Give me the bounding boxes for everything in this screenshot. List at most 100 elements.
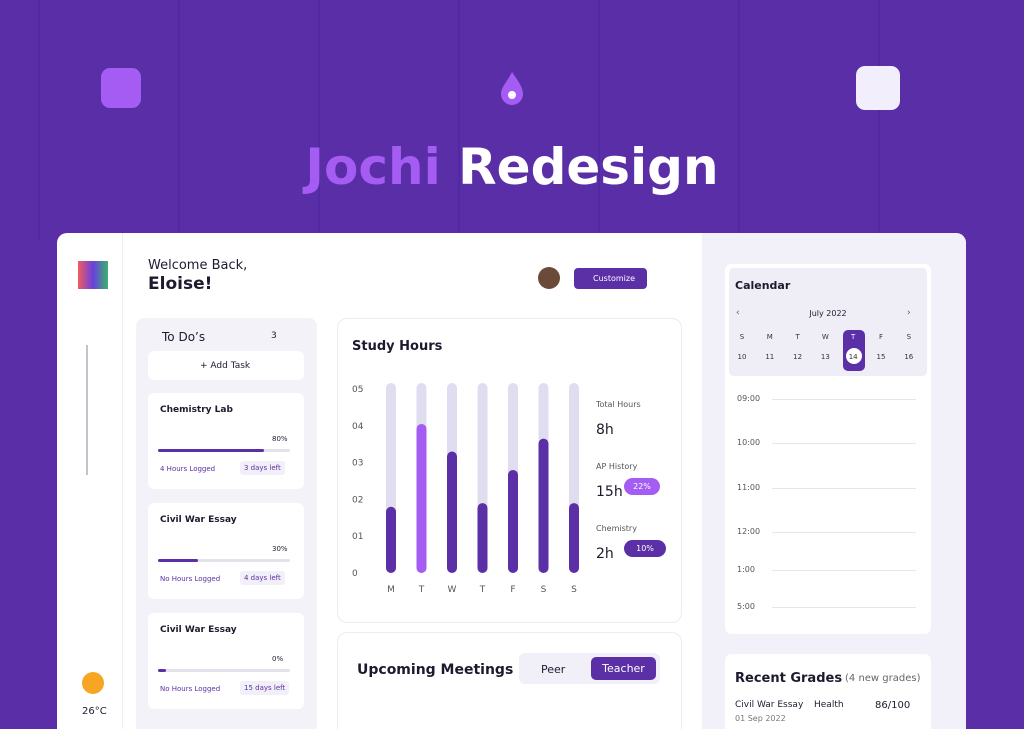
calendar-header	[729, 268, 927, 376]
grade-score: 86/100	[875, 700, 911, 711]
temperature: 26°C	[82, 706, 107, 717]
prev[interactable]: ‹	[736, 308, 740, 318]
grade-date: 01 Sep 2022	[735, 714, 786, 723]
progress-track	[158, 669, 290, 672]
y-tick-label: 03	[352, 459, 363, 469]
x-tick-label: T	[418, 585, 425, 595]
meetings-title: Upcoming Meetings	[357, 662, 514, 678]
date: 14	[848, 353, 858, 361]
x-tick-label: T	[479, 585, 486, 595]
bar	[508, 469, 518, 573]
hours-logged: No Hours Logged	[160, 685, 221, 693]
y-tick-label: 04	[352, 422, 364, 432]
todo-title: Chemistry Lab	[160, 405, 233, 415]
progress-label: 0%	[272, 655, 284, 663]
hours-logged: No Hours Logged	[160, 575, 221, 583]
customize-button[interactable]: Customize	[574, 268, 647, 289]
greeting: Welcome Back,	[148, 258, 248, 273]
bar	[477, 503, 488, 573]
chart: Study Hours 0 01 02 03 04 05 M T W T F S S	[352, 339, 579, 595]
todo-title: Civil War Essay	[160, 515, 237, 525]
y-tick-label: 0	[352, 569, 358, 579]
time-label: 5:00	[737, 602, 755, 611]
time-line	[772, 607, 916, 608]
time-line	[772, 443, 916, 444]
due: 3 days left	[240, 461, 285, 475]
time-line	[772, 532, 916, 533]
bar	[386, 506, 396, 573]
stripe	[178, 0, 180, 240]
due: 4 days left	[240, 571, 285, 585]
bar	[569, 503, 579, 573]
date: 16	[904, 353, 914, 361]
date: 11	[765, 353, 775, 361]
hours-logged: 4 Hours Logged	[160, 465, 216, 473]
progress-label: 80%	[272, 435, 288, 443]
x-tick-label: S	[541, 585, 547, 595]
tab-teacher[interactable]: Teacher	[591, 657, 656, 680]
stat-label: Total Hours	[596, 400, 641, 409]
sun-icon	[82, 672, 104, 694]
stat-value: 8h	[596, 422, 614, 438]
y-tick-label: 01	[352, 532, 363, 542]
next[interactable]: ›	[907, 308, 911, 318]
x-tick-label: F	[510, 585, 515, 595]
stat-badge: 10%	[624, 540, 666, 557]
progress-fill	[158, 559, 198, 562]
date: 10	[737, 353, 747, 361]
date: 12	[793, 353, 803, 361]
icon-tile	[101, 68, 141, 108]
todo-title: Civil War Essay	[160, 625, 237, 635]
weekday: T	[795, 333, 800, 341]
bar	[538, 438, 549, 573]
stripe	[598, 0, 600, 240]
stat-label: Chemistry	[596, 524, 637, 533]
stripe	[38, 0, 40, 240]
time-label: 09:00	[737, 394, 761, 403]
calendar-title: Calendar	[735, 279, 791, 292]
grade-name: Civil War Essay	[735, 700, 804, 710]
bar	[447, 451, 457, 573]
date: 13	[820, 353, 830, 361]
time-line	[772, 570, 916, 571]
add-task-label: + Add Task	[200, 361, 251, 371]
add-task-button[interactable]	[148, 351, 304, 380]
stripe	[458, 0, 460, 240]
logo	[78, 261, 108, 289]
time-label: 11:00	[737, 483, 761, 492]
chart-title: Study Hours	[352, 339, 443, 354]
weekday: W	[821, 333, 829, 341]
time-label: 12:00	[737, 527, 761, 536]
stat-label: AP History	[596, 462, 638, 471]
weekday: T	[851, 333, 856, 341]
date: 15	[876, 353, 886, 361]
tab-peer[interactable]: Peer	[541, 663, 566, 676]
divider	[122, 233, 123, 729]
progress-label: 30%	[272, 545, 288, 553]
y-tick-label: 05	[352, 385, 363, 395]
icon-tile	[856, 66, 900, 110]
nav-icons	[86, 345, 102, 475]
x-tick-label: M	[387, 585, 395, 595]
time-line	[772, 399, 916, 400]
progress-fill	[158, 669, 166, 672]
hero-title: Jochi Redesign	[0, 138, 1024, 196]
weekday: S	[739, 333, 745, 341]
bar	[416, 423, 427, 573]
stripe	[318, 0, 320, 240]
grades-title: Recent Grades	[735, 671, 843, 686]
stripe	[878, 0, 880, 240]
selected-date-circle	[846, 348, 862, 364]
time-line	[772, 488, 916, 489]
hero-rest: Redesign	[458, 138, 719, 196]
flame-icon	[501, 72, 523, 105]
avatar[interactable]	[538, 267, 560, 289]
hero-accent: Jochi	[305, 138, 441, 196]
weekday: S	[906, 333, 912, 341]
progress-fill	[158, 449, 264, 452]
stat-value: 15h	[596, 484, 623, 500]
stat-badge: 22%	[624, 478, 660, 495]
calendar-month: July 2022	[809, 309, 847, 318]
stat-value: 2h	[596, 546, 614, 562]
